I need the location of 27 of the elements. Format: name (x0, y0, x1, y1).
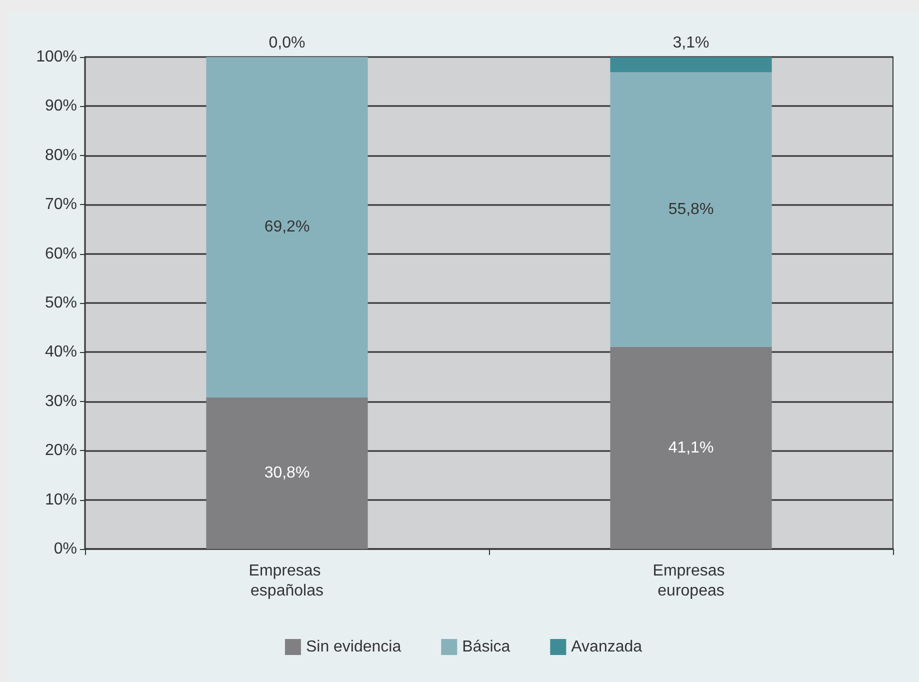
data-label: 0,0% (268, 34, 306, 52)
data-label: 69,2% (264, 218, 310, 236)
x-tick-label: Empresas europeas (652, 562, 730, 600)
data-label: 30,8% (264, 464, 310, 482)
bar (206, 57, 368, 398)
y-tick-label: 0% (54, 540, 77, 558)
bar (610, 57, 772, 72)
data-label: 3,1% (672, 34, 710, 52)
y-tick-label: 70% (44, 196, 77, 214)
y-tick-label: 50% (44, 294, 77, 312)
data-label: 55,8% (668, 201, 714, 218)
y-tick-label: 80% (44, 146, 77, 164)
y-tick-label: 10% (44, 491, 77, 508)
data-label: 41,1% (668, 439, 714, 456)
y-tick-label: 90% (44, 98, 77, 115)
bar (610, 346, 772, 549)
x-tick-label: Empresas españolas (248, 562, 326, 600)
y-tick-label: 60% (44, 245, 77, 262)
legend-label: Básica (462, 638, 510, 656)
legend-label: Sin evidencia (306, 638, 402, 656)
bar (206, 397, 368, 549)
bar (610, 72, 772, 347)
y-tick-label: 100% (36, 48, 77, 66)
legend-label: Avanzada (571, 638, 642, 656)
y-tick-label: 40% (44, 344, 77, 361)
y-tick-label: 20% (44, 442, 77, 460)
y-tick-label: 30% (44, 392, 77, 410)
